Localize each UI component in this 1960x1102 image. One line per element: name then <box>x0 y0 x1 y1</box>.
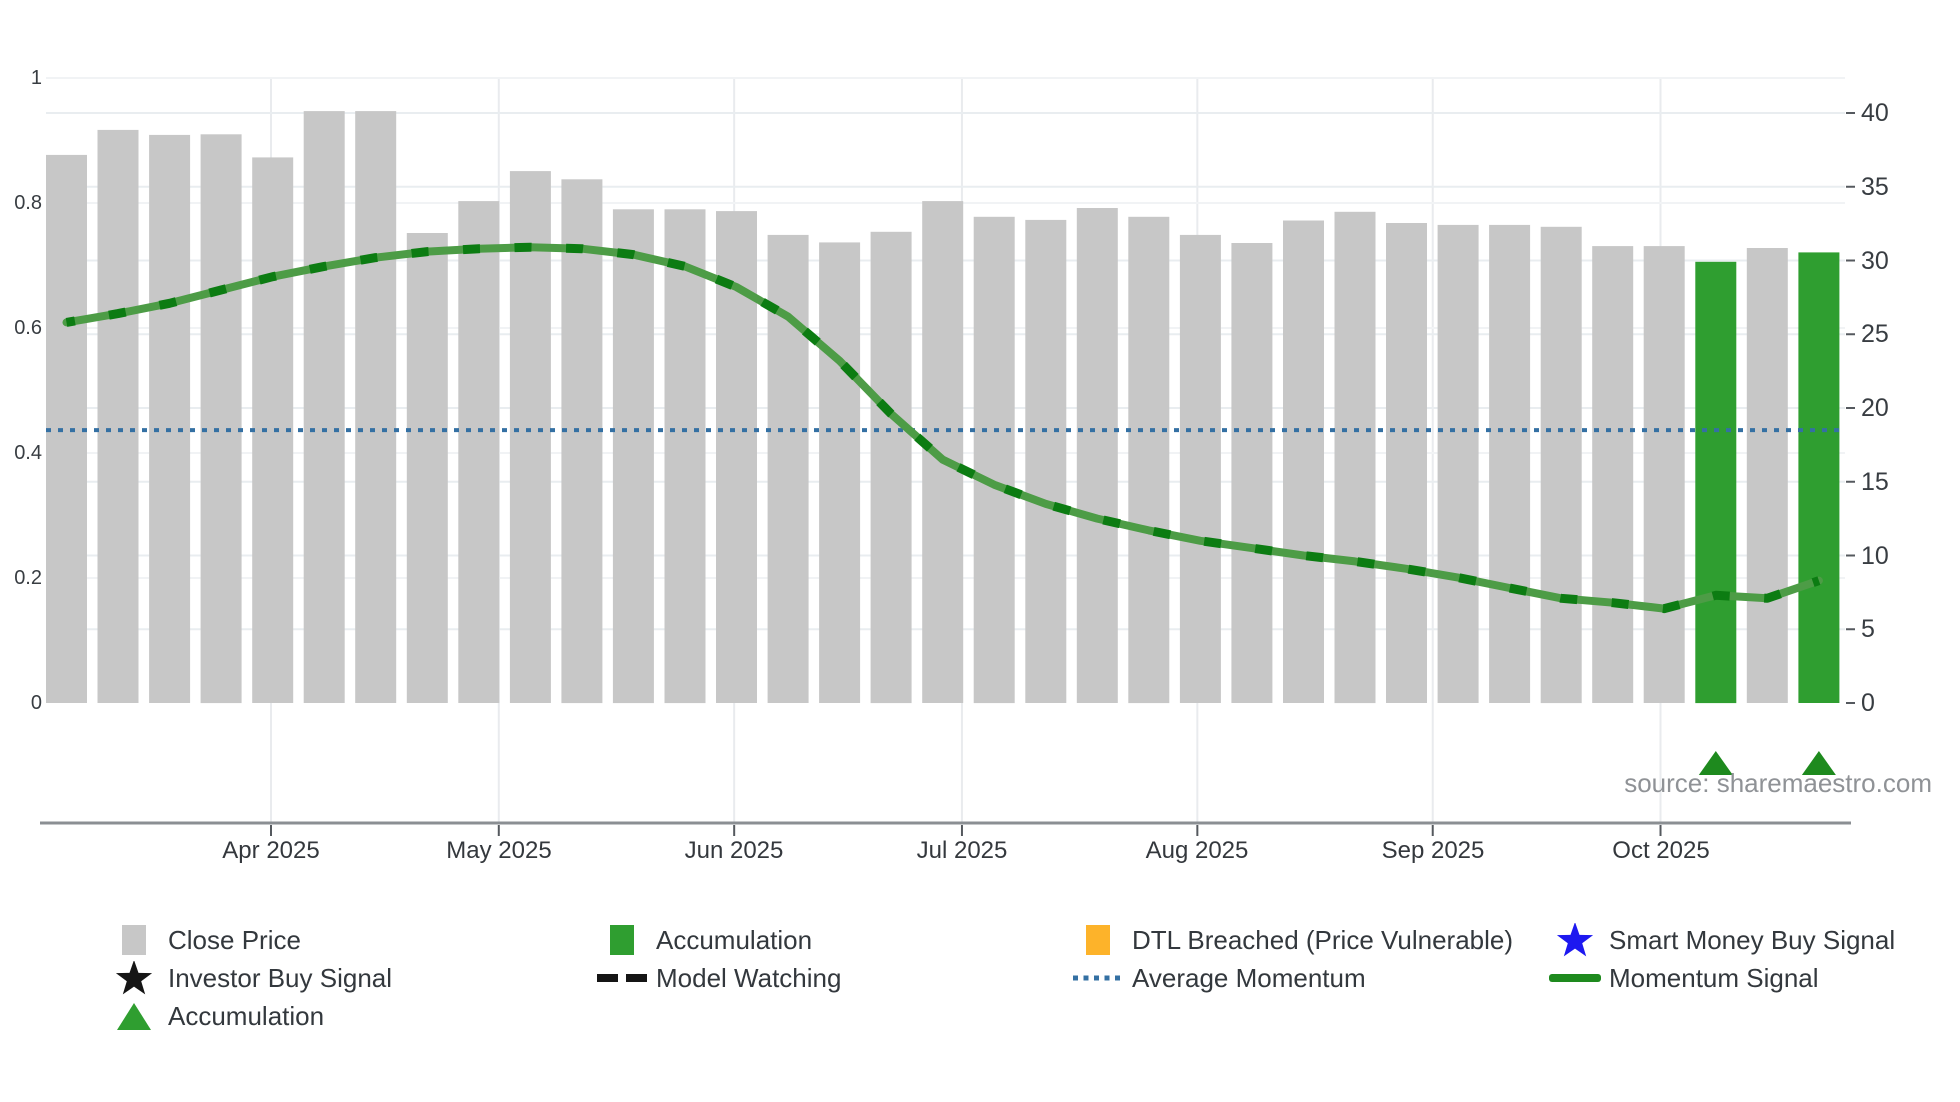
close-price-bar <box>1746 248 1788 703</box>
x-axis-label: May 2025 <box>446 837 552 864</box>
close-price-bar <box>509 171 551 704</box>
x-axis-label: Sep 2025 <box>1381 837 1485 864</box>
y-axis-label-right: 15 <box>1861 468 1889 496</box>
legend-label: Close Price <box>168 925 301 955</box>
close-price-bar <box>1231 243 1273 703</box>
legend-item-average-momentum[interactable]: Average Momentum <box>1072 959 1366 997</box>
y-axis-label-left: 0 <box>30 692 42 714</box>
legend-item-close-price[interactable]: Close Price <box>108 921 301 959</box>
close-price-bar <box>1128 216 1170 704</box>
legend-marker-line-icon <box>1549 974 1601 982</box>
close-price-bar <box>612 209 654 704</box>
close-price-bar <box>406 233 448 703</box>
close-price-bar <box>664 209 706 704</box>
legend-label: Average Momentum <box>1132 963 1366 993</box>
x-axis-label: Apr 2025 <box>222 837 320 864</box>
y-axis-label-left: 0.4 <box>14 442 42 464</box>
close-price-bar <box>1334 211 1376 704</box>
y-axis-label-left: 0.8 <box>14 192 42 214</box>
close-price-bar <box>819 242 861 703</box>
close-price-bar <box>1386 223 1427 703</box>
x-axis-label: Jul 2025 <box>916 837 1008 864</box>
close-price-bar <box>1592 246 1634 703</box>
close-price-bar <box>1437 224 1479 703</box>
close-price-bar <box>200 134 242 704</box>
close-price-bar <box>46 154 87 703</box>
close-price-bar <box>97 129 139 703</box>
close-price-bar <box>355 111 397 704</box>
legend-marker <box>108 961 160 995</box>
legend-marker <box>1072 923 1124 957</box>
legend-marker <box>108 999 160 1033</box>
close-price-bar <box>303 111 345 704</box>
legend-label: Investor Buy Signal <box>168 963 393 993</box>
close-price-bar <box>1025 219 1067 703</box>
legend-marker-triangle-icon <box>117 1003 151 1030</box>
legend-marker <box>1549 961 1601 995</box>
y-axis-label-right: 25 <box>1861 320 1889 348</box>
y-axis-label-left: 0.2 <box>14 567 42 589</box>
legend-item-model-watching[interactable]: Model Watching <box>596 959 841 997</box>
source-credit: source: sharemaestro.com <box>1624 768 1932 798</box>
close-price-bar <box>149 134 191 703</box>
close-price-bar <box>1283 220 1324 703</box>
x-axis-label: Jun 2025 <box>684 837 784 864</box>
x-axis-label: Oct 2025 <box>1612 837 1710 864</box>
close-price-bar <box>870 231 912 704</box>
legend-marker <box>596 961 648 995</box>
close-price-bar <box>1489 224 1531 703</box>
legend-marker-dotted-icon <box>1073 975 1120 981</box>
legend-marker-square-icon <box>1086 925 1110 955</box>
accumulation-triangle-marker <box>1801 751 1836 775</box>
close-price-bar <box>1179 234 1221 703</box>
legend-marker <box>1072 961 1124 995</box>
legend-marker-square-icon <box>610 925 634 955</box>
legend-marker-square-icon <box>122 925 146 955</box>
legend-label: Accumulation <box>656 925 813 955</box>
legend-marker <box>596 923 648 957</box>
legend-label: Momentum Signal <box>1609 963 1819 993</box>
accumulation-bar <box>1695 261 1737 704</box>
y-axis-label-right: 20 <box>1861 394 1889 422</box>
legend-marker-dashes-icon <box>597 974 647 982</box>
y-axis-label-right: 5 <box>1861 615 1875 643</box>
legend-label: DTL Breached (Price Vulnerable) <box>1132 925 1514 955</box>
legend-marker-star-icon <box>1556 923 1594 957</box>
legend-marker <box>108 923 160 957</box>
legend-item-accumulation[interactable]: Accumulation <box>108 997 324 1035</box>
close-price-bar <box>458 201 500 703</box>
y-axis-label-left: 1 <box>30 67 42 89</box>
legend-label: Smart Money Buy Signal <box>1609 925 1896 955</box>
legend-item-smart-money-buy-signal[interactable]: Smart Money Buy Signal <box>1549 921 1895 959</box>
x-axis-label: Aug 2025 <box>1145 837 1249 864</box>
legend-item-momentum-signal[interactable]: Momentum Signal <box>1549 959 1819 997</box>
legend-label: Model Watching <box>656 963 842 993</box>
legend-marker-star-icon <box>115 961 153 995</box>
momentum-line <box>62 243 1823 613</box>
accumulation-bar <box>1798 252 1840 703</box>
legend-item-dtl-breached-price-vulnerable-[interactable]: DTL Breached (Price Vulnerable) <box>1072 921 1513 959</box>
close-price-bar <box>973 216 1015 704</box>
accumulation-triangle-marker <box>1698 751 1733 775</box>
close-price-bar <box>1076 208 1118 703</box>
legend-item-investor-buy-signal[interactable]: Investor Buy Signal <box>108 959 392 997</box>
y-axis-label-right: 10 <box>1861 542 1889 570</box>
legend-item-accumulation[interactable]: Accumulation <box>596 921 812 959</box>
y-axis-label-left: 0.6 <box>14 317 42 339</box>
y-axis-label-right: 30 <box>1861 247 1889 275</box>
legend-marker <box>1549 923 1601 957</box>
close-price-bar <box>1643 246 1685 703</box>
y-axis-label-right: 0 <box>1861 689 1875 717</box>
y-axis-label-right: 35 <box>1861 173 1889 201</box>
close-price-bar <box>561 179 603 704</box>
legend-label: Accumulation <box>168 1001 325 1031</box>
close-price-bar <box>1540 226 1582 704</box>
y-axis-label-right: 40 <box>1861 99 1889 127</box>
